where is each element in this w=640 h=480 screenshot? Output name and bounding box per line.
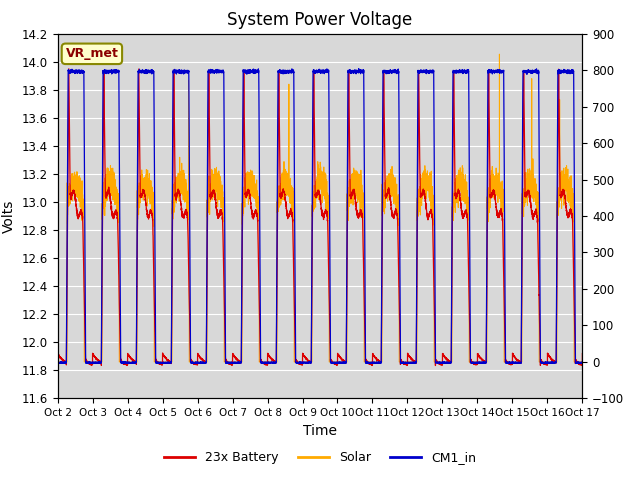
- Title: System Power Voltage: System Power Voltage: [227, 11, 413, 29]
- Text: VR_met: VR_met: [65, 48, 118, 60]
- X-axis label: Time: Time: [303, 424, 337, 438]
- Y-axis label: Volts: Volts: [2, 199, 16, 233]
- Legend: 23x Battery, Solar, CM1_in: 23x Battery, Solar, CM1_in: [159, 446, 481, 469]
